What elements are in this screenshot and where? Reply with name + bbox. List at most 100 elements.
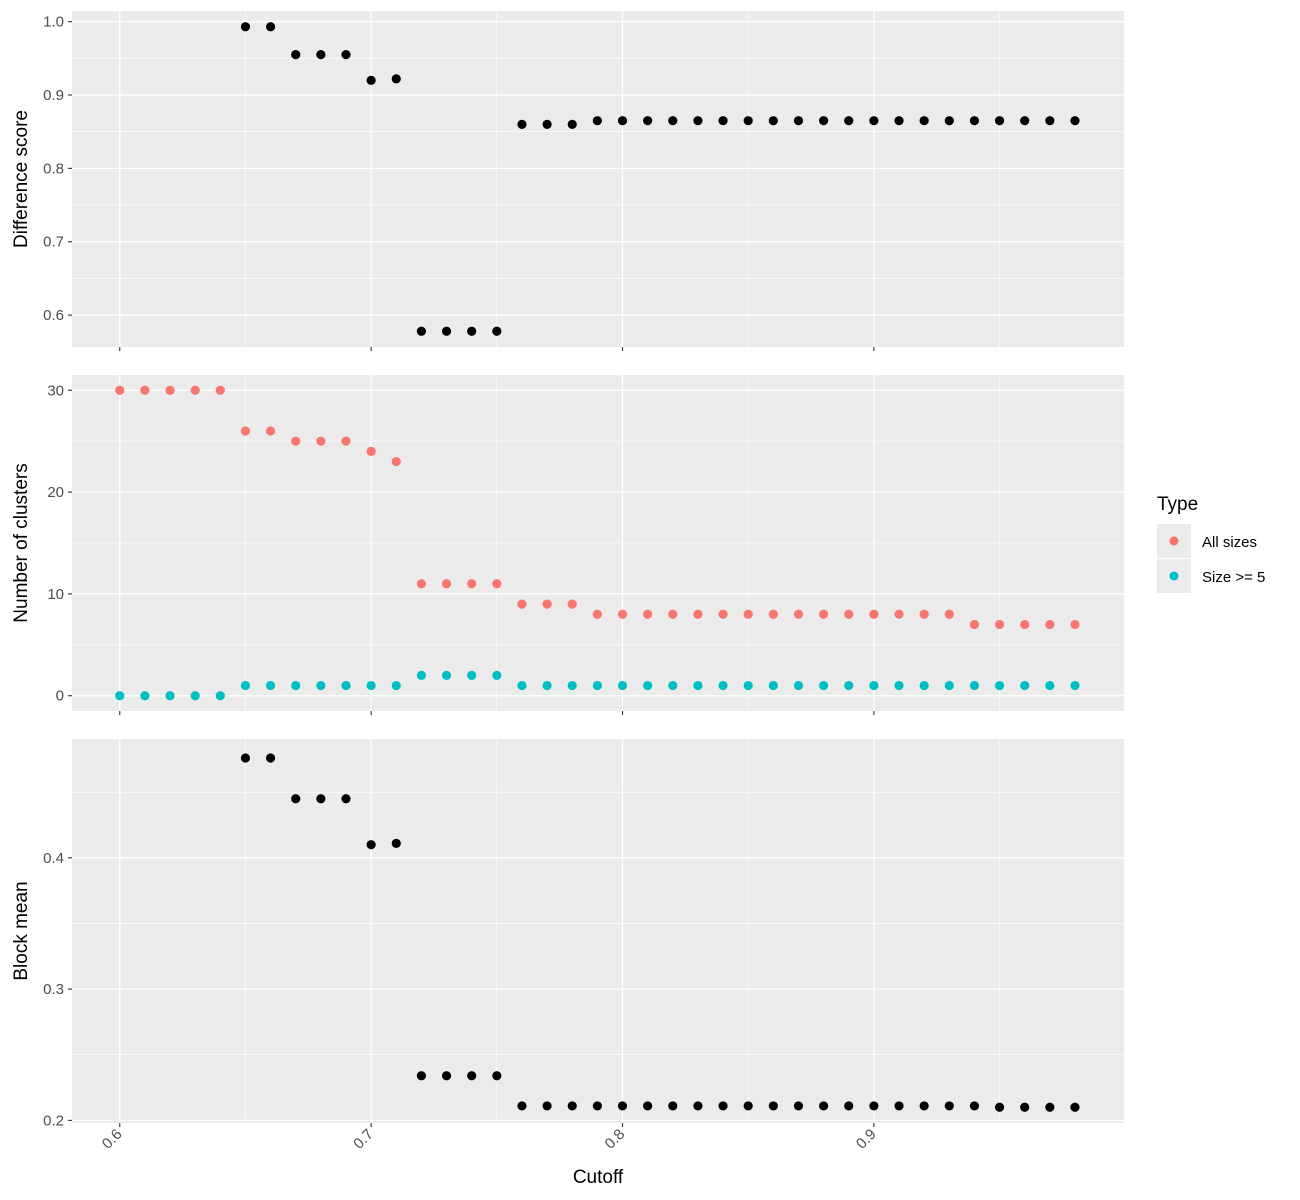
y-tick-label: 0.7 (43, 234, 64, 251)
data-point-series (492, 326, 502, 336)
data-point-all-sizes (291, 436, 301, 446)
data-point-series (718, 116, 728, 126)
data-point-all-sizes (517, 599, 527, 609)
data-point-series (969, 1101, 980, 1111)
data-point-size-5 (1020, 680, 1030, 691)
data-point-all-sizes (391, 456, 401, 467)
data-point-all-sizes (944, 609, 954, 619)
legend-marker-size-ge-5 (1169, 571, 1179, 581)
data-point-all-sizes (668, 609, 678, 619)
data-point-all-sizes (165, 385, 175, 395)
data-point-series (819, 116, 829, 126)
data-point-all-sizes (592, 609, 602, 619)
data-point-size-5 (718, 680, 728, 691)
data-point-size-5 (441, 670, 452, 680)
data-point-all-sizes (643, 609, 653, 619)
data-point-series (994, 1102, 1005, 1112)
data-point-series (1045, 1102, 1055, 1112)
data-point-all-sizes (265, 426, 276, 436)
data-point-size-5 (743, 680, 753, 691)
data-point-size-5 (1070, 680, 1080, 691)
data-point-size-5 (1045, 680, 1055, 691)
data-point-series (291, 794, 301, 804)
data-point-series (793, 1101, 804, 1111)
panel-difference-score: 0.6 0.7 0.8 0.9 1.0 Difference score (11, 11, 1124, 351)
data-point-all-sizes (894, 609, 904, 619)
data-point-series (1070, 1102, 1080, 1112)
data-point-series (894, 1101, 904, 1111)
data-point-series (643, 1101, 653, 1111)
data-point-size-5 (793, 680, 804, 691)
legend-title: Type (1157, 494, 1198, 515)
y-tick-label: 0.6 (43, 307, 64, 324)
y-tick-label: 0.8 (43, 160, 64, 177)
data-point-all-sizes (240, 426, 251, 436)
data-point-series (617, 1101, 628, 1111)
data-point-size-5 (869, 680, 879, 691)
y-tick-label: 0.2 (43, 1112, 64, 1129)
data-point-size-5 (492, 670, 502, 680)
data-point-series (316, 794, 326, 804)
data-point-size-5 (768, 680, 778, 691)
data-point-series (793, 116, 804, 126)
panel-block-mean: 0.2 0.3 0.4 0.6 0.7 0.8 0.9 Block mean (11, 739, 1124, 1153)
data-point-size-5 (341, 680, 351, 691)
data-point-series (542, 119, 552, 129)
data-point-series (441, 326, 452, 336)
data-point-series (944, 1101, 954, 1111)
data-point-series (542, 1101, 552, 1111)
data-point-all-sizes (492, 579, 502, 589)
data-point-size-5 (994, 680, 1005, 691)
data-point-all-sizes (215, 385, 225, 395)
data-point-all-sizes (366, 446, 376, 456)
data-point-series (894, 116, 904, 126)
data-point-size-5 (894, 680, 904, 691)
y-tick-label: 10 (47, 586, 64, 603)
data-point-size-5 (668, 680, 678, 691)
data-point-series (592, 1101, 602, 1111)
data-point-all-sizes (1070, 619, 1080, 630)
data-point-all-sizes (994, 619, 1005, 630)
data-point-size-5 (190, 691, 200, 701)
panel-background (72, 11, 1124, 347)
data-point-series (693, 1101, 703, 1111)
data-point-series (391, 838, 401, 848)
data-point-series (366, 840, 376, 850)
data-point-size-5 (391, 680, 401, 691)
data-point-size-5 (416, 670, 427, 680)
y-axis-title-difference-score: Difference score (11, 110, 32, 248)
data-point-series (1070, 116, 1080, 126)
data-point-size-5 (467, 670, 477, 680)
data-point-series (668, 1101, 678, 1111)
data-point-size-5 (140, 691, 150, 701)
data-point-series (919, 1101, 929, 1111)
panel-number-of-clusters: 0 10 20 30 Number of clusters (11, 375, 1124, 715)
data-point-series (341, 50, 351, 60)
data-point-all-sizes (416, 579, 427, 589)
data-point-series (643, 116, 653, 126)
data-point-series (316, 50, 326, 60)
data-point-size-5 (291, 680, 301, 691)
data-point-size-5 (969, 680, 980, 691)
data-point-series (240, 22, 251, 32)
data-point-size-5 (165, 691, 175, 701)
data-point-series (869, 116, 879, 126)
data-point-series (416, 326, 427, 336)
data-point-series (944, 116, 954, 126)
data-point-series (743, 1101, 753, 1111)
data-point-size-5 (592, 680, 602, 691)
data-point-series (492, 1071, 502, 1081)
legend: Type All sizes Size >= 5 (1157, 494, 1265, 593)
data-point-all-sizes (567, 599, 577, 609)
data-point-series (265, 22, 276, 32)
data-point-size-5 (115, 691, 125, 701)
data-point-series (240, 753, 251, 763)
legend-label-size-ge-5: Size >= 5 (1202, 569, 1265, 586)
data-point-size-5 (617, 680, 628, 691)
data-point-all-sizes (718, 609, 728, 619)
data-point-all-sizes (341, 436, 351, 446)
data-point-size-5 (366, 680, 376, 691)
data-point-all-sizes (140, 385, 150, 395)
data-point-series (567, 119, 577, 129)
data-point-series (291, 50, 301, 60)
